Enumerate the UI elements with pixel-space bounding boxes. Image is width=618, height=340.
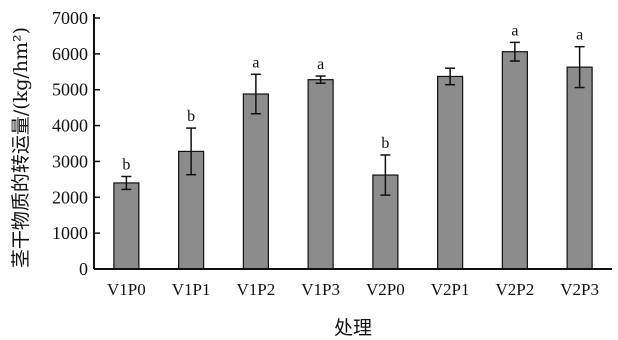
bar: [242, 93, 269, 270]
error-bar: [250, 73, 261, 115]
x-tick-label: V1P3: [301, 280, 340, 299]
y-axis-label: 茎干物质的转运量/(kg/hm²): [10, 27, 32, 268]
significance-label: a: [576, 27, 583, 44]
bar: [501, 51, 528, 270]
error-bar: [315, 75, 326, 85]
significance-label: b: [381, 135, 389, 152]
bar: [437, 75, 464, 270]
y-tick-label: 2000: [52, 187, 88, 207]
bar: [307, 79, 334, 270]
significance-label: a: [511, 22, 518, 39]
y-tick-label: 1000: [52, 223, 88, 243]
x-tick-label: V2P1: [431, 280, 470, 299]
error-bar: [186, 127, 197, 176]
x-tick-label: V1P0: [107, 280, 146, 299]
bars-group: [113, 51, 593, 270]
x-tick-label: V1P2: [237, 280, 276, 299]
x-tick-label: V2P3: [560, 280, 599, 299]
error-bar: [121, 175, 132, 191]
significance-label: a: [317, 56, 324, 73]
y-tick-label: 0: [79, 259, 88, 279]
bar: [566, 66, 593, 270]
x-tick-label: V2P0: [366, 280, 405, 299]
error-bar: [509, 41, 520, 62]
error-bar: [574, 45, 585, 89]
y-tick-label: 3000: [52, 151, 88, 171]
y-tick-label: 5000: [52, 80, 88, 100]
significance-label: a: [252, 54, 259, 71]
error-bar: [445, 67, 456, 86]
significance-label: b: [187, 108, 195, 125]
x-tick-label: V1P1: [172, 280, 211, 299]
bar: [113, 182, 140, 270]
error-bars-group: [121, 41, 585, 196]
y-tick-label: 7000: [52, 8, 88, 28]
y-tick-label: 4000: [52, 116, 88, 136]
x-axis: V1P0 V1P1 V1P2 V1P3 V2P0 V2P1 V2P2 V2P3: [107, 280, 599, 299]
x-axis-label: 处理: [334, 317, 372, 339]
y-axis: 0 1000 2000 3000 4000 5000 6000 7000: [52, 8, 100, 279]
significance-label: b: [122, 156, 130, 173]
y-tick-label: 6000: [52, 44, 88, 64]
x-tick-label: V2P2: [496, 280, 535, 299]
significance-labels-group: b b a a b a a: [122, 22, 583, 173]
error-bar: [380, 154, 391, 196]
